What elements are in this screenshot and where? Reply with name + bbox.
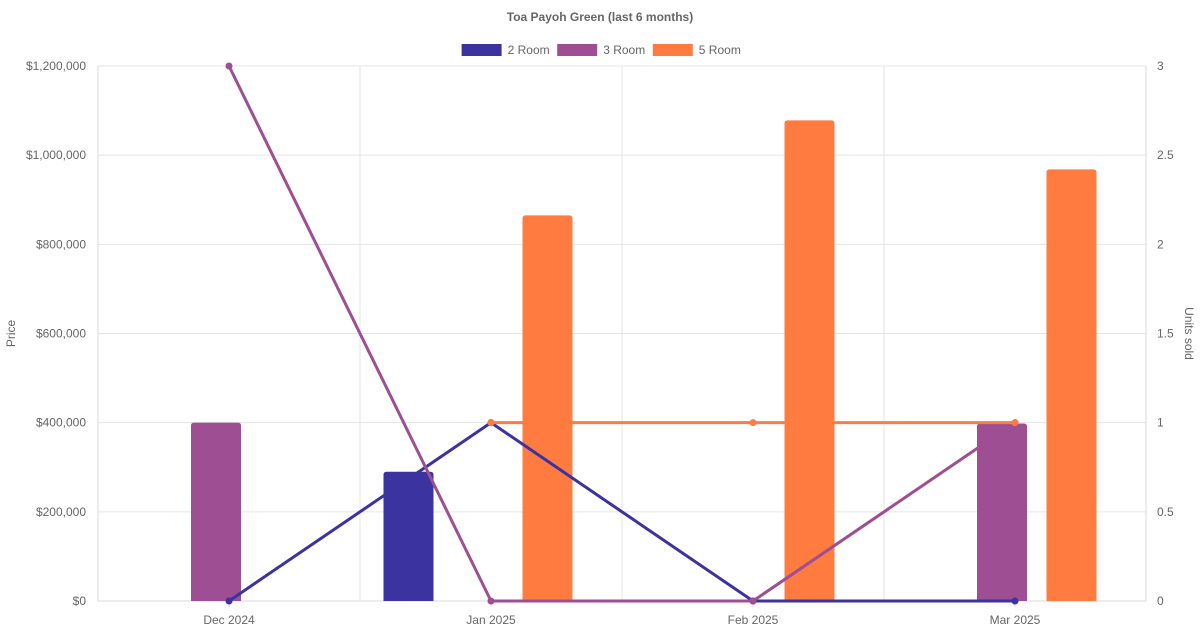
x-tick-label: Dec 2024 [203,613,255,627]
lines-layer [225,62,1019,605]
bar-3-room [191,422,241,601]
y-right-tick-label: 0 [1157,594,1164,608]
y-left-tick-label: $400,000 [36,416,86,430]
legend-swatch [652,44,693,56]
line-2-room [228,421,1015,603]
bars-layer [191,120,1097,602]
y-left-axis-title: Price [4,320,18,348]
chart-title: Toa Payoh Green (last 6 months) [507,10,693,24]
legend-item-3-room[interactable]: 3 Room [557,43,645,57]
point-5-room [1011,419,1019,427]
legend-swatch [461,44,502,56]
legend-label: 2 Room [508,43,550,57]
bar-5-room [784,120,835,602]
x-tick-label: Jan 2025 [466,613,516,627]
legend-item-2-room[interactable]: 2 Room [461,43,550,57]
point-3-room [749,597,757,605]
bar-5-room [522,215,573,601]
y-right-tick-label: 2 [1157,237,1164,251]
y-left-tick-label: $600,000 [36,327,86,341]
y-left-tick-label: $800,000 [36,237,86,251]
y-left-tick-label: $200,000 [36,505,86,519]
y-left-tick-label: $1,000,000 [26,148,86,162]
y-right-tick-label: 3 [1157,59,1164,73]
point-3-room [487,597,495,605]
line-3-room [227,65,1016,603]
point-5-room [487,419,495,427]
y-right-tick-label: 0.5 [1157,505,1174,519]
legend-swatch [557,44,598,56]
y-left-tick-label: $0 [73,594,87,608]
x-tick-label: Mar 2025 [990,613,1041,627]
y-right-axis-title: Units sold [1182,307,1196,360]
point-3-room [225,62,233,70]
bar-2-room [383,471,434,601]
legend-label: 5 Room [699,43,741,57]
x-tick-label: Feb 2025 [728,613,779,627]
y-right-tick-label: 1 [1157,416,1164,430]
point-2-room [225,597,233,605]
legend-label: 3 Room [603,43,645,57]
point-5-room [749,419,757,427]
y-right-tick-label: 2.5 [1157,148,1174,162]
bar-5-room [1046,169,1097,601]
point-2-room [1011,597,1019,605]
y-left-tick-label: $1,200,000 [26,59,86,73]
y-right-tick-label: 1.5 [1157,327,1174,341]
axes: $0 $200,000 $400,000 $600,000 $800,000 $1,000… [4,59,1196,627]
legend-item-5-room[interactable]: 5 Room [652,43,741,57]
legend: 2 Room 3 Room 5 Room [461,43,741,57]
bar-3-room [977,423,1027,601]
